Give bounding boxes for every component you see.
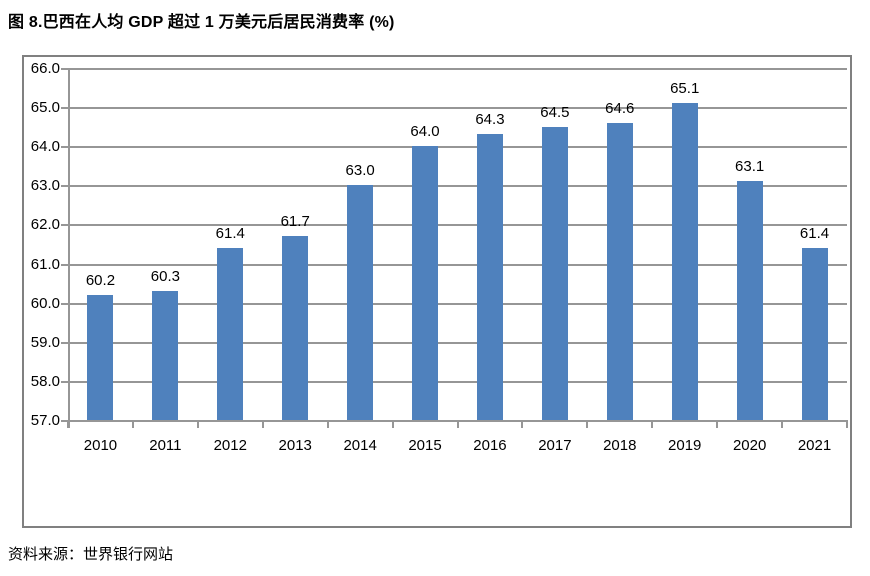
plot-area: 57.0 58.0 59.0 60.0 61.0 62.0 63.0 64.0 65.0 66.0… xyxy=(24,57,850,526)
y-tick xyxy=(61,107,68,110)
x-axis-label: 2010 xyxy=(83,437,118,454)
x-axis-label: 2013 xyxy=(278,437,312,454)
y-axis-label: 60.0 xyxy=(30,294,60,312)
x-axis-label: 2011 xyxy=(149,437,182,454)
x-tick xyxy=(781,420,784,428)
bar-value-label: 61.7 xyxy=(280,213,310,231)
bar xyxy=(541,126,568,420)
x-axis-label: 2012 xyxy=(213,437,247,454)
bar-value-label: 64.5 xyxy=(540,103,570,121)
bar xyxy=(476,134,503,420)
bar-value-label: 64.0 xyxy=(410,123,440,141)
bar-value-label: 63.1 xyxy=(735,158,765,176)
x-tick xyxy=(391,420,394,428)
y-tick xyxy=(61,380,68,383)
bar-value-label: 60.3 xyxy=(150,267,180,285)
y-axis-label: 62.0 xyxy=(30,216,60,234)
bar-value-label: 64.6 xyxy=(605,99,635,117)
x-tick xyxy=(261,420,264,428)
bar xyxy=(606,122,633,420)
x-tick xyxy=(67,420,69,428)
y-axis-label: 61.0 xyxy=(30,255,60,273)
y-axis-label: 57.0 xyxy=(30,412,60,429)
y-axis-label: 63.0 xyxy=(30,177,60,195)
y-axis-label: 66.0 xyxy=(30,60,60,77)
bar xyxy=(671,103,698,420)
chart-area: 57.0 58.0 59.0 60.0 61.0 62.0 63.0 64.0 65.0 66.0… xyxy=(22,55,852,528)
bar-value-label: 65.1 xyxy=(670,80,700,98)
x-axis-label: 2019 xyxy=(668,437,702,454)
x-axis-label: 2014 xyxy=(343,437,377,454)
bar xyxy=(347,185,374,420)
bar xyxy=(412,146,439,420)
bar-value-label: 64.3 xyxy=(475,111,505,129)
y-axis-label: 58.0 xyxy=(30,372,60,390)
y-tick xyxy=(61,302,68,305)
bar-value-label: 61.4 xyxy=(799,224,830,242)
y-axis-line xyxy=(68,68,70,428)
x-tick xyxy=(326,420,329,428)
gridline xyxy=(68,107,847,110)
y-axis-label: 59.0 xyxy=(30,333,60,351)
x-tick xyxy=(846,420,848,428)
y-tick xyxy=(61,146,68,149)
bar xyxy=(801,247,828,420)
y-tick xyxy=(61,341,68,344)
bar xyxy=(217,247,244,420)
gridline xyxy=(68,263,847,266)
x-axis-label: 2021 xyxy=(797,437,832,454)
y-tick xyxy=(61,68,68,70)
bar-value-label: 61.4 xyxy=(215,224,245,242)
bar xyxy=(87,294,114,420)
x-axis-label: 2016 xyxy=(473,437,507,454)
x-axis-label: 2017 xyxy=(538,437,572,454)
gridline xyxy=(68,185,847,188)
bar-value-label: 63.0 xyxy=(345,162,375,180)
x-axis-label: 2018 xyxy=(603,437,637,454)
y-tick xyxy=(61,185,68,188)
y-tick xyxy=(61,263,68,266)
bar-value-label: 60.2 xyxy=(85,271,116,289)
gridline xyxy=(68,146,847,149)
source-note: 资料来源：世界银行网站 xyxy=(8,546,174,563)
x-tick xyxy=(716,420,719,428)
gridline xyxy=(68,68,847,70)
gridline xyxy=(68,224,847,227)
bar xyxy=(152,290,179,420)
x-tick xyxy=(521,420,524,428)
x-tick xyxy=(131,420,134,428)
y-axis-label: 64.0 xyxy=(30,138,60,156)
chart-title: 图 8.巴西在人均 GDP 超过 1 万美元后居民消费率 (%) xyxy=(8,14,395,31)
y-tick xyxy=(61,420,68,422)
bar xyxy=(282,236,309,420)
x-axis-label: 2015 xyxy=(408,437,442,454)
y-axis-label: 65.0 xyxy=(30,99,60,117)
gridline xyxy=(68,380,847,383)
gridline xyxy=(68,302,847,305)
gridline xyxy=(68,341,847,344)
x-axis-label: 2020 xyxy=(732,437,767,454)
x-tick xyxy=(456,420,459,428)
x-tick xyxy=(651,420,654,428)
x-tick xyxy=(196,420,199,428)
y-tick xyxy=(61,224,68,227)
bar xyxy=(736,181,763,420)
x-tick xyxy=(586,420,589,428)
